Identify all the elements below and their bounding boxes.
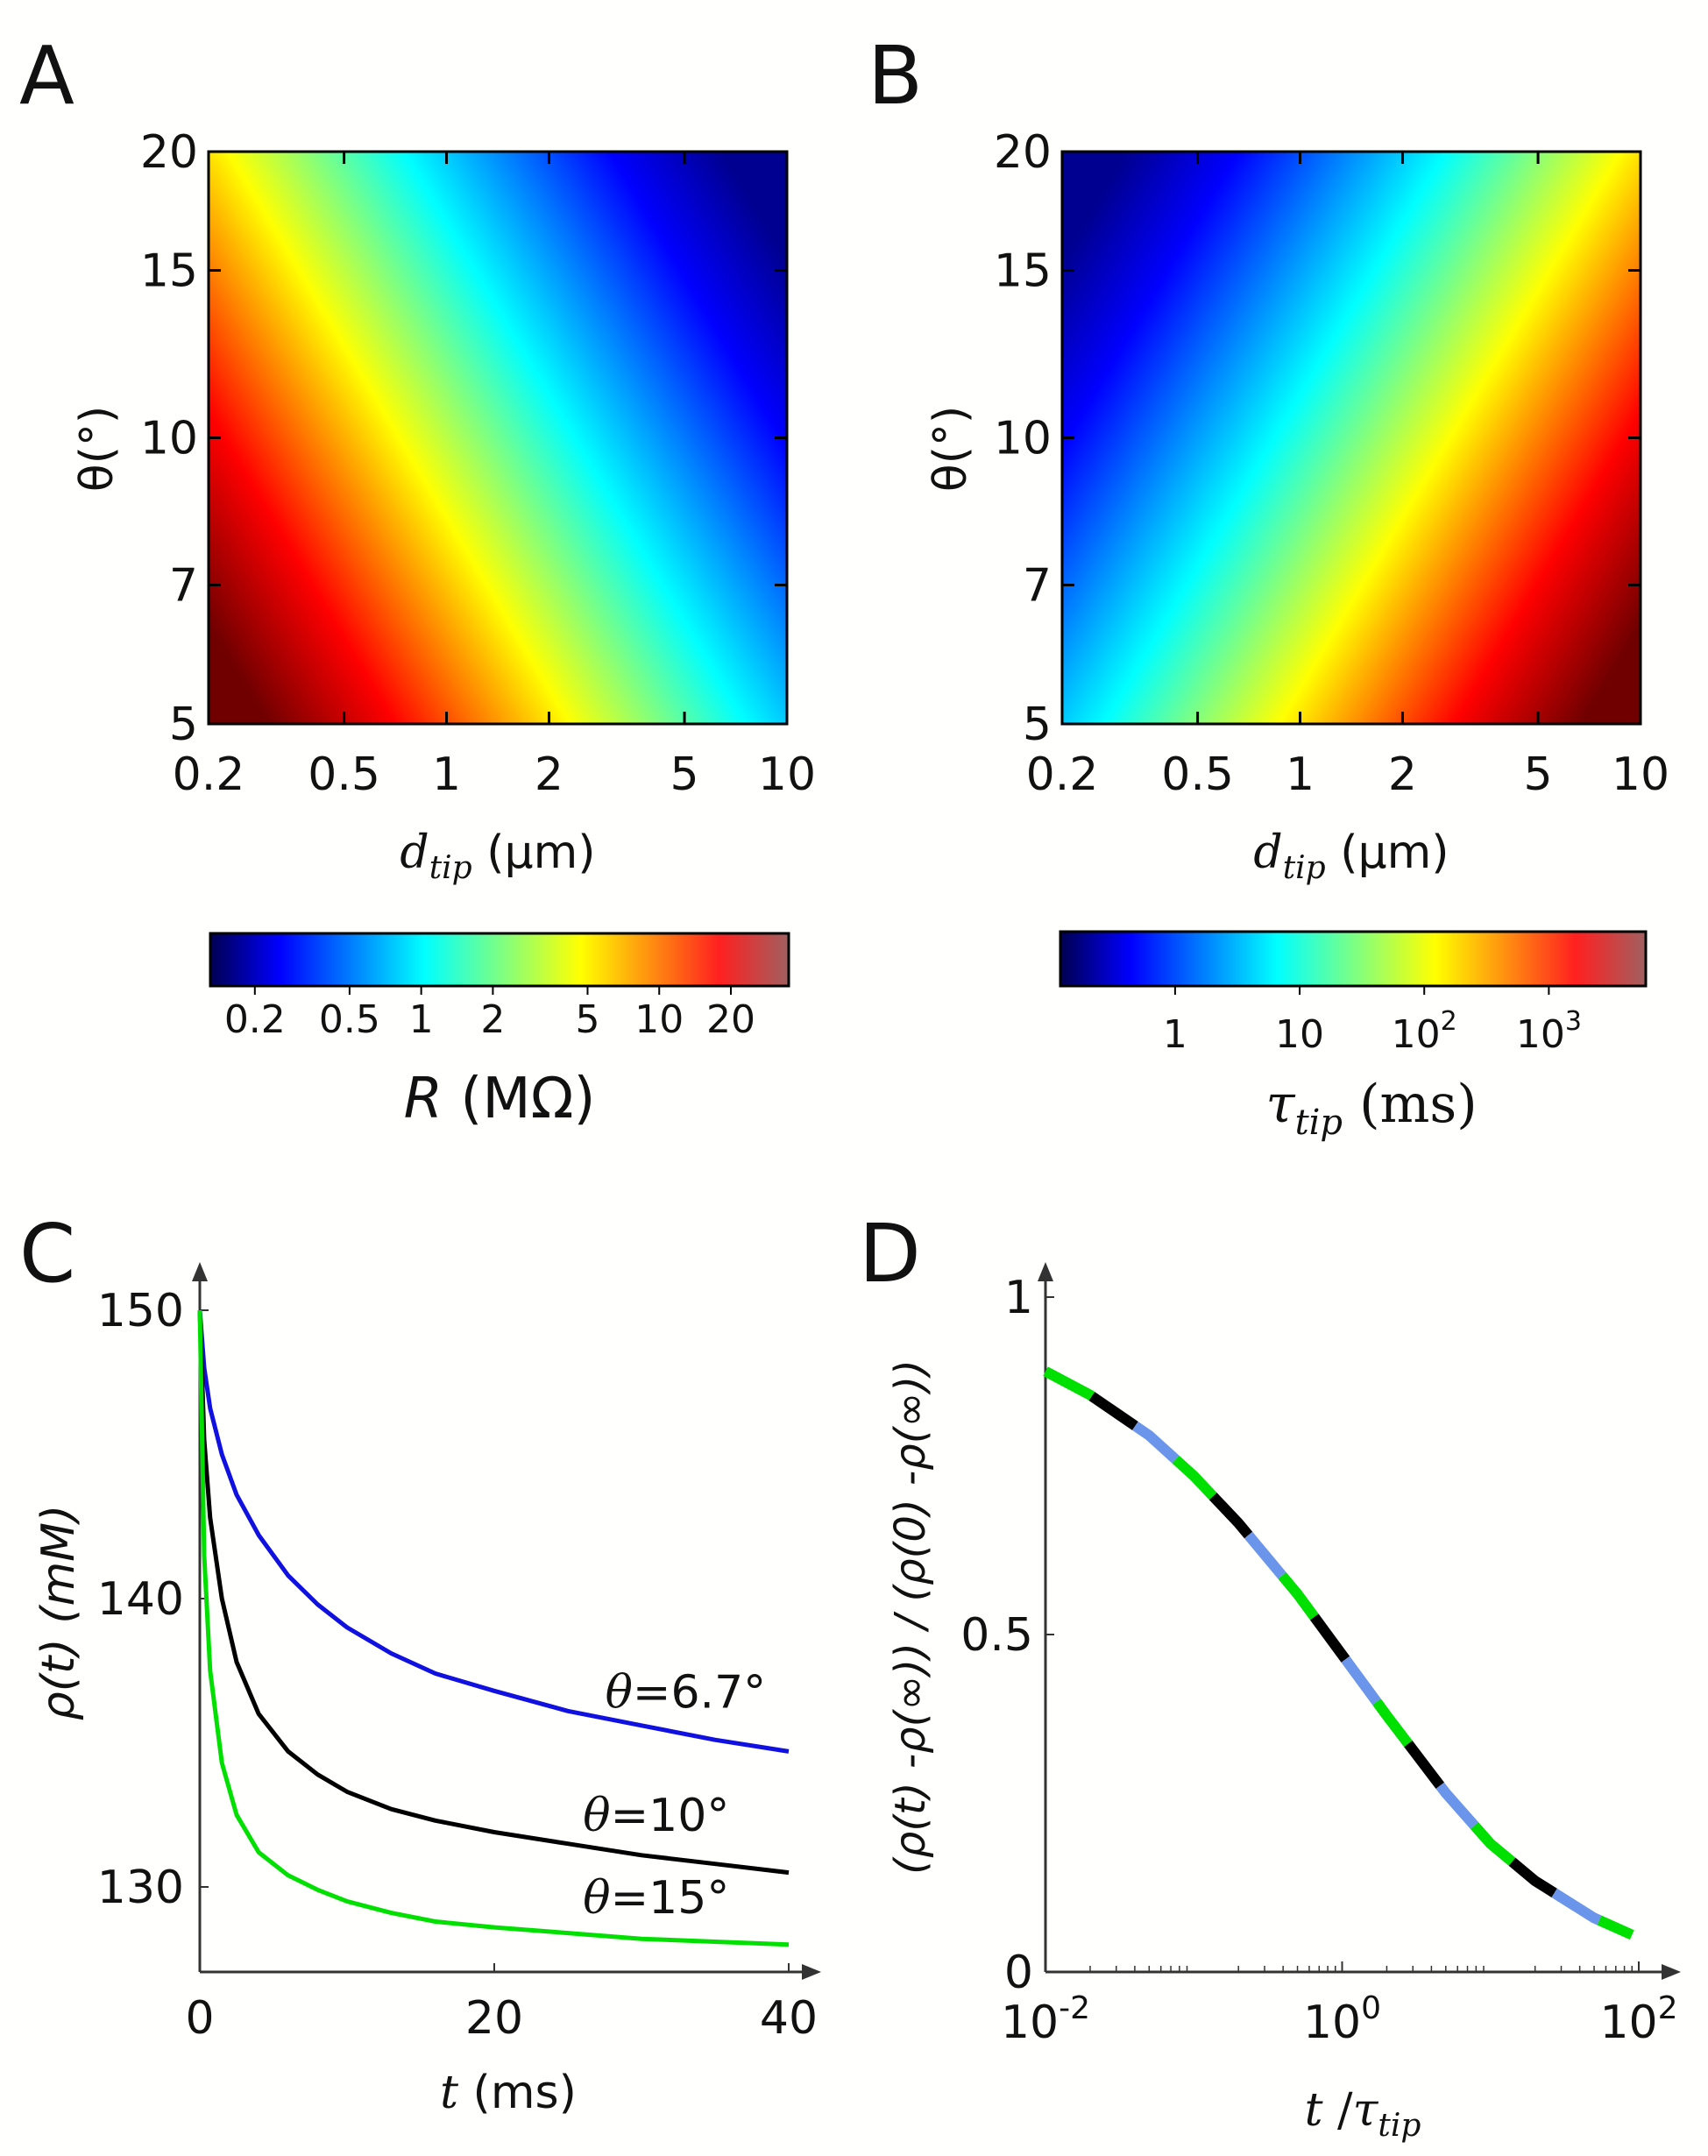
panel-label-b: B	[868, 29, 923, 123]
colorbar-a-tick-label: 10	[634, 997, 684, 1042]
c-annotations: θ=6.7° θ=10° θ=15°	[583, 1667, 766, 1925]
c-ticks: 0 20 40 130 140 150	[97, 1285, 818, 2045]
d-y-tick-label: 0	[1004, 1947, 1033, 1999]
d-x-tick-label: 102	[1599, 1990, 1677, 2049]
c-x-axis-label: t (ms)	[440, 2067, 577, 2119]
panel-label-c: C	[19, 1207, 75, 1301]
y-tick-label: 15	[994, 245, 1052, 298]
x-tick-label: 5	[670, 748, 699, 801]
c-series-line	[197, 1309, 790, 1947]
c-x-tick-label: 0	[185, 1992, 214, 2045]
panel-d: D 10-2 100 102 0 0.5 1 t /τtip (ρ(t) -ρ(∞)) /…	[859, 1207, 1681, 2144]
x-tick-label: 0.5	[308, 748, 380, 801]
colorbar-b-label: τtip (ms)	[1265, 1074, 1477, 1143]
colorbar-a-tick-label: 0.5	[319, 997, 380, 1042]
d-series-line	[1043, 1366, 1634, 1940]
x-tick-label: 2	[535, 748, 563, 801]
x-tick-label: 0.2	[1026, 748, 1099, 801]
panel-label-d: D	[859, 1207, 921, 1301]
heatmap-a-y-axis-label: θ(°)	[71, 406, 124, 492]
colorbar-a-ticks: 0.2 0.5 1 2 5 10 20	[224, 986, 755, 1042]
heatmap-b-y-axis-label: θ(°)	[925, 406, 977, 492]
c-series-line	[197, 1309, 790, 1754]
colorbar-a-tick-label: 5	[575, 997, 599, 1042]
colorbar-b-tick-label: 103	[1516, 1006, 1582, 1057]
x-tick-label: 10	[758, 748, 816, 801]
colorbar-b-ticks: 1 10 102 103	[1163, 986, 1582, 1057]
colorbar-a-label: R (MΩ)	[404, 1067, 596, 1131]
colorbar-b-tick-label: 102	[1392, 1006, 1457, 1057]
colorbar-b-tick-label: 1	[1163, 1012, 1187, 1057]
c-annotation: θ=6.7°	[606, 1667, 767, 1720]
heatmap-a	[209, 152, 787, 724]
d-y-tick-label: 1	[1004, 1272, 1033, 1324]
y-tick-label: 15	[140, 245, 198, 298]
x-tick-label: 1	[1286, 748, 1315, 801]
c-annotation: θ=10°	[583, 1790, 729, 1842]
d-ticks: 10-2 100 102 0 0.5 1	[960, 1272, 1677, 2049]
y-tick-label: 5	[169, 699, 198, 751]
x-tick-label: 0.5	[1161, 748, 1234, 801]
d-y-tick-label: 0.5	[960, 1609, 1033, 1662]
colorbar-a	[210, 933, 789, 986]
colorbar-a-tick-label: 1	[409, 997, 434, 1042]
c-y-axis-label: ρ(t) (mM)	[32, 1505, 85, 1721]
y-tick-label: 10	[994, 413, 1052, 465]
d-y-axis-arrow	[1038, 1262, 1053, 1281]
d-x-tick-label: 10-2	[1001, 1990, 1090, 2049]
y-tick-label: 5	[1023, 699, 1052, 751]
c-x-tick-label: 20	[465, 1992, 523, 2045]
colorbar-a-tick-label: 20	[706, 997, 755, 1042]
d-series	[1043, 1366, 1634, 1940]
heatmap-a-x-axis-label: dtip (µm)	[400, 826, 595, 886]
colorbar-a-frame	[209, 932, 790, 988]
x-tick-label: 5	[1524, 748, 1553, 801]
panel-c: C 0 20 40 130 140 150 θ=6.7° θ=10° θ=15° t (ms)…	[19, 1207, 821, 2119]
x-tick-label: 10	[1612, 748, 1669, 801]
c-annotation: θ=15°	[583, 1872, 729, 1925]
d-x-axis-arrow	[1662, 1964, 1681, 1980]
y-tick-label: 7	[169, 560, 198, 613]
c-x-tick-label: 40	[760, 1992, 818, 2045]
c-y-axis-arrow	[192, 1262, 208, 1281]
colorbar-b-tick-label: 10	[1275, 1012, 1324, 1057]
colorbar-a-tick-label: 0.2	[224, 997, 286, 1042]
c-y-tick-label: 150	[97, 1285, 184, 1337]
panel-label-a: A	[19, 29, 74, 123]
c-series	[197, 1309, 790, 1947]
heatmap-b-ticks	[1060, 150, 1642, 726]
y-tick-label: 20	[994, 126, 1052, 179]
d-series-line	[1043, 1366, 1634, 1940]
c-y-tick-label: 130	[97, 1862, 184, 1914]
c-series-line	[197, 1309, 790, 1876]
d-y-axis-label: (ρ(t) -ρ(∞)) / (ρ(0) -ρ(∞))	[886, 1359, 935, 1875]
colorbar-b-frame	[1059, 930, 1648, 988]
x-tick-label: 2	[1388, 748, 1417, 801]
heatmap-b-x-axis-label: dtip (µm)	[1253, 826, 1449, 886]
heatmap-a-x-tick-labels: 0.2 0.5 1 2 5 10	[173, 748, 816, 801]
x-tick-label: 0.2	[173, 748, 245, 801]
d-x-tick-label: 100	[1303, 1990, 1381, 2049]
y-tick-label: 20	[140, 126, 198, 179]
heatmap-b-x-tick-labels: 0.2 0.5 1 2 5 10	[1026, 748, 1669, 801]
x-tick-label: 1	[432, 748, 461, 801]
heatmap-b-y-tick-labels: 5 7 10 15 20	[994, 126, 1052, 751]
heatmap-a-y-tick-labels: 5 7 10 15 20	[140, 126, 198, 751]
c-y-tick-label: 140	[97, 1573, 184, 1626]
d-x-axis-label: t /τtip	[1305, 2084, 1421, 2144]
y-tick-label: 7	[1023, 560, 1052, 613]
heatmap-b	[1062, 152, 1641, 724]
colorbar-a-tick-label: 2	[480, 997, 505, 1042]
y-tick-label: 10	[140, 413, 198, 465]
c-x-axis-arrow	[802, 1964, 821, 1980]
heatmap-a-ticks	[207, 150, 789, 726]
colorbar-b	[1060, 932, 1646, 986]
